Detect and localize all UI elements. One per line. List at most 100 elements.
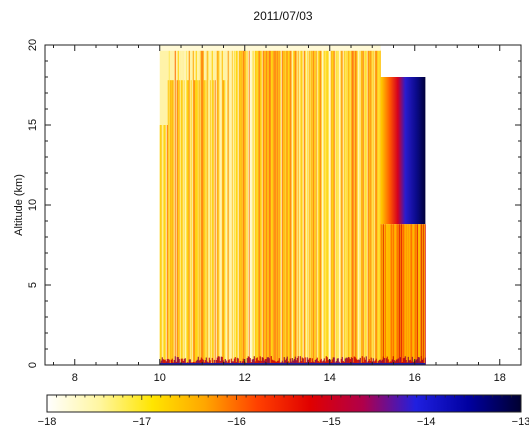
heatmap-stripe <box>355 49 357 365</box>
heatmap-stripe <box>244 49 246 365</box>
heatmap-stripe <box>246 358 248 365</box>
heatmap-boundary-layer <box>159 356 426 365</box>
heatmap-stripe <box>378 359 380 365</box>
heatmap-stripe <box>203 80 205 365</box>
x-tick-label: 16 <box>409 372 421 384</box>
heatmap-stripe <box>227 49 229 365</box>
heatmap-stripe <box>302 49 304 365</box>
heatmap-stripe <box>356 359 358 365</box>
heatmap-stripe <box>170 80 172 365</box>
heatmap-stripe <box>323 358 325 365</box>
heatmap-stripe <box>164 125 166 365</box>
heatmap-stripe <box>348 49 350 365</box>
heatmap-stripe <box>225 360 227 365</box>
heatmap-stripe <box>392 356 394 365</box>
heatmap-stripe <box>412 224 414 365</box>
heatmap-stripe <box>160 360 162 365</box>
heatmap-stripe <box>340 358 342 365</box>
heatmap-stripe <box>317 360 319 365</box>
heatmap-stripe <box>370 357 372 365</box>
heatmap-stripe <box>197 356 199 365</box>
heatmap-stripe <box>269 49 271 365</box>
heatmap-stripe <box>234 357 236 365</box>
heatmap-stripe <box>399 357 401 365</box>
heatmap-stripe <box>181 80 183 365</box>
heatmap-late-stripes <box>380 224 426 365</box>
heatmap-stripe <box>166 125 168 365</box>
heatmap-stripe <box>424 224 426 365</box>
heatmap-stripe <box>408 360 410 365</box>
heatmap-stripe <box>280 49 282 365</box>
heatmap-stripe <box>186 80 188 365</box>
heatmap-stripe <box>175 80 177 365</box>
heatmap-stripe <box>420 356 422 365</box>
heatmap-stripe <box>293 49 295 365</box>
heatmap-stripe <box>375 49 377 365</box>
heatmap-stripe <box>338 49 340 365</box>
heatmap-stripe <box>319 360 321 365</box>
heatmap-stripe <box>306 49 308 365</box>
heatmap-stripe <box>424 357 426 365</box>
heatmap-stripe <box>216 357 218 365</box>
heatmap-stripe <box>263 49 265 365</box>
heatmap-stripe <box>371 49 373 365</box>
heatmap-stripe <box>265 49 267 365</box>
heatmap-stripe <box>193 80 195 365</box>
heatmap-stripe <box>222 80 224 365</box>
heatmap-stripe <box>325 356 327 365</box>
x-tick-label: 10 <box>154 372 166 384</box>
heatmap-stripe <box>288 49 290 365</box>
heatmap-stripe <box>314 359 316 365</box>
heatmap-stripe <box>247 356 249 365</box>
heatmap-stripe <box>393 360 395 365</box>
y-axis-label: Altitude (km) <box>13 174 25 236</box>
heatmap-stripe <box>198 80 200 365</box>
heatmap-stripe <box>309 357 311 365</box>
heatmap-stripe <box>236 357 238 365</box>
heatmap-stripe <box>216 49 218 365</box>
heatmap-stripe <box>242 49 244 365</box>
heatmap-stripe <box>266 357 268 365</box>
heatmap-stripe <box>253 356 255 365</box>
heatmap-stripes <box>159 49 381 365</box>
heatmap-stripe <box>192 49 194 365</box>
heatmap-stripe <box>167 358 169 365</box>
heatmap-stripe <box>386 224 388 365</box>
heatmap-stripe <box>320 358 322 365</box>
heatmap-stripe <box>409 359 411 365</box>
heatmap-stripe <box>358 359 360 365</box>
heatmap-stripe <box>221 49 223 365</box>
heatmap-stripe <box>322 360 324 365</box>
heatmap-stripe <box>170 359 172 365</box>
heatmap-stripe <box>282 49 284 365</box>
heatmap-stripe <box>354 357 356 365</box>
heatmap-stripe <box>228 359 230 365</box>
heatmap-stripe <box>163 125 165 365</box>
heatmap-stripe <box>383 358 385 365</box>
heatmap-stripe <box>226 80 228 365</box>
heatmap-stripe <box>346 49 348 365</box>
heatmap-stripe <box>209 80 211 365</box>
colorbar-tick-label: −16 <box>227 416 246 428</box>
heatmap-stripe <box>185 49 187 365</box>
heatmap-stripe <box>357 49 359 365</box>
heatmap-stripe <box>161 357 163 365</box>
heatmap-stripe <box>385 358 387 365</box>
heatmap-stripe <box>229 49 231 365</box>
heatmap-stripe <box>281 49 283 365</box>
chart-title: 2011/07/03 <box>253 9 312 23</box>
heatmap-stripe <box>347 357 349 365</box>
heatmap-stripe <box>374 49 376 365</box>
heatmap-stripe <box>368 359 370 365</box>
heatmap-stripe <box>218 356 220 365</box>
heatmap-stripe <box>261 49 263 365</box>
heatmap-stripe <box>251 359 253 365</box>
heatmap-stripe <box>353 49 355 365</box>
heatmap-stripe <box>381 359 383 365</box>
heatmap-stripe <box>311 49 313 365</box>
heatmap-stripe <box>196 80 198 365</box>
heatmap-stripe <box>353 356 355 365</box>
heatmap-stripe <box>364 49 366 365</box>
heatmap-stripe <box>230 358 232 365</box>
